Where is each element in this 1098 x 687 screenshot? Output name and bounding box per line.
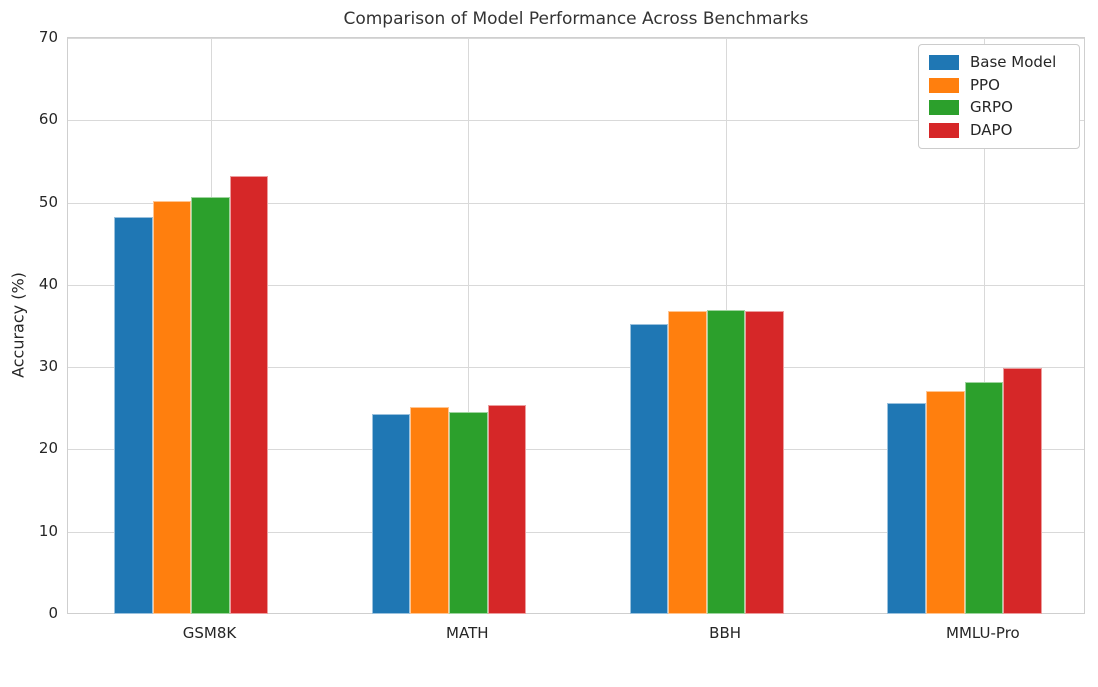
bar-grpo-math [449, 411, 488, 614]
bar-grpo-gsm8k [191, 196, 230, 614]
legend-item-base-model: Base Model [929, 53, 1069, 72]
bar-base-model-mmlu-pro [887, 402, 926, 614]
x-tick-label-gsm8k: GSM8K [182, 624, 237, 642]
bar-dapo-mmlu-pro [1003, 367, 1042, 614]
v-gridline-1 [468, 38, 470, 613]
y-tick-label-0: 0 [48, 604, 58, 622]
plot-area [67, 37, 1085, 614]
x-tick-label-mmlu-pro: MMLU-Pro [946, 624, 1020, 642]
legend-label: GRPO [970, 98, 1013, 117]
bar-dapo-gsm8k [229, 176, 269, 614]
legend-swatch-base-model [929, 54, 959, 70]
bar-grpo-bbh [706, 310, 746, 614]
legend-item-grpo: GRPO [929, 98, 1069, 117]
bar-ppo-bbh [668, 311, 707, 614]
bar-ppo-mmlu-pro [926, 391, 965, 614]
legend-swatch-dapo [929, 123, 959, 139]
legend: Base Model PPO GRPO DAPO [918, 44, 1080, 149]
h-gridline-30 [68, 367, 1084, 369]
bar-ppo-gsm8k [152, 200, 192, 614]
legend-item-ppo: PPO [929, 76, 1069, 95]
y-tick-label-60: 60 [38, 110, 58, 129]
bar-ppo-math [410, 407, 449, 614]
legend-label: DAPO [970, 121, 1013, 140]
h-gridline-70 [68, 38, 1084, 39]
bar-dapo-math [487, 404, 527, 614]
legend-label: PPO [970, 75, 1000, 94]
legend-label: Base Model [970, 52, 1057, 71]
bar-base-model-math [371, 414, 411, 614]
h-gridline-50 [68, 202, 1084, 204]
legend-swatch-grpo [929, 100, 959, 116]
x-tick-label-math: MATH [446, 624, 489, 642]
h-gridline-40 [68, 284, 1084, 286]
bar-grpo-mmlu-pro [964, 381, 1004, 614]
h-gridline-60 [68, 120, 1084, 122]
x-tick-label-bbh: BBH [709, 624, 742, 642]
bar-base-model-bbh [629, 323, 669, 614]
bar-dapo-bbh [745, 311, 784, 614]
y-tick-label-50: 50 [38, 192, 58, 211]
y-tick-label-40: 40 [38, 274, 58, 293]
chart-title: Comparison of Model Performance Across B… [343, 9, 809, 29]
y-tick-label-10: 10 [38, 521, 58, 540]
legend-item-dapo: DAPO [929, 121, 1069, 140]
bar-base-model-gsm8k [114, 216, 153, 614]
y-tick-label-70: 70 [38, 28, 58, 46]
legend-swatch-ppo [929, 77, 959, 93]
y-tick-label-30: 30 [38, 357, 58, 376]
h-gridline-10 [68, 531, 1084, 533]
v-gridline-3 [983, 38, 985, 613]
h-gridline-20 [68, 449, 1084, 451]
y-tick-label-20: 20 [38, 439, 58, 458]
